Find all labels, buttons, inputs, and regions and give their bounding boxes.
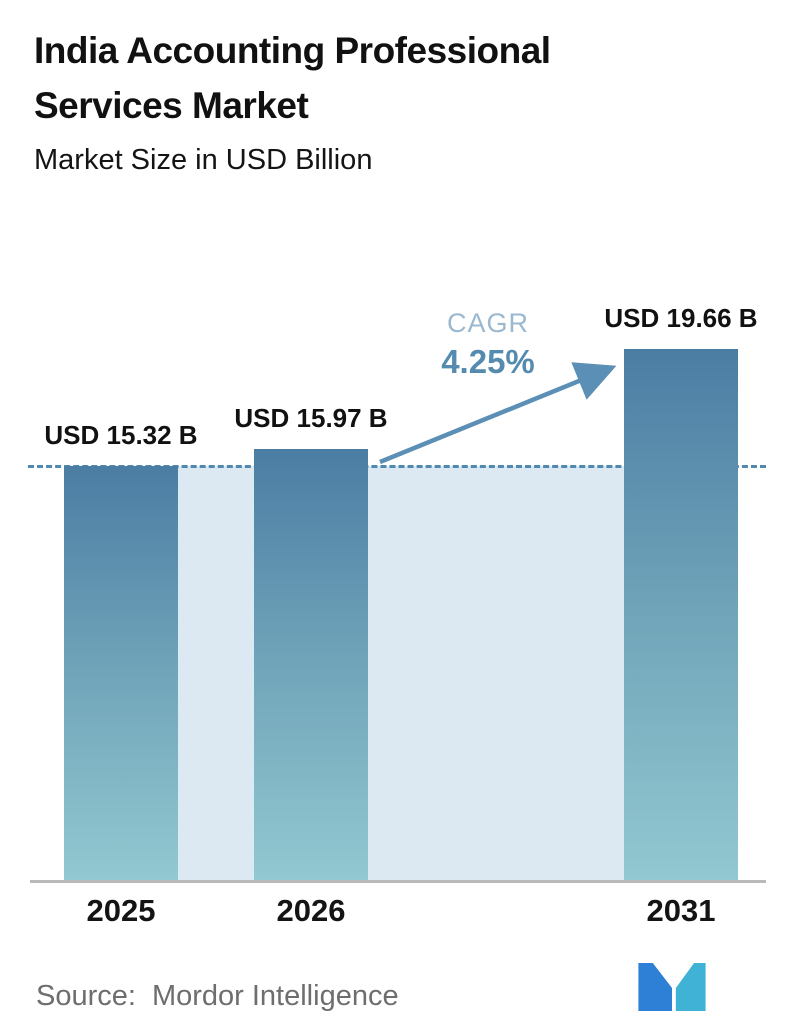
cagr-value: 4.25% (441, 343, 535, 380)
chart-title: India Accounting Professional Services M… (34, 30, 551, 126)
bar-value-label-2025: USD 15.32 B (44, 420, 198, 451)
reference-dashed-line (28, 465, 766, 468)
x-axis-label-2026: 2026 (276, 893, 346, 928)
source-attribution: Source: Mordor Intelligence (36, 980, 399, 1013)
bar-value-label-2026: USD 15.97 B (234, 402, 388, 433)
cagr-annotation: CAGR 4.25% (408, 308, 568, 381)
chart-subtitle: Market Size in USD Billion (34, 143, 373, 176)
bar-value-label-2031: USD 19.66 B (604, 303, 758, 334)
source-label: Source: (36, 980, 136, 1012)
x-axis-label-2025: 2025 (86, 893, 156, 928)
source-value: Mordor Intelligence (151, 980, 399, 1012)
bar-2025 (64, 466, 178, 880)
bar-2031 (624, 349, 738, 880)
bar-2026 (254, 448, 368, 880)
mordor-intelligence-logo (638, 963, 706, 1011)
x-axis-label-2031: 2031 (646, 893, 716, 928)
cagr-label: CAGR (446, 308, 529, 338)
x-axis-line (30, 880, 766, 883)
chart-header: India Accounting Professional Services M… (34, 24, 734, 177)
